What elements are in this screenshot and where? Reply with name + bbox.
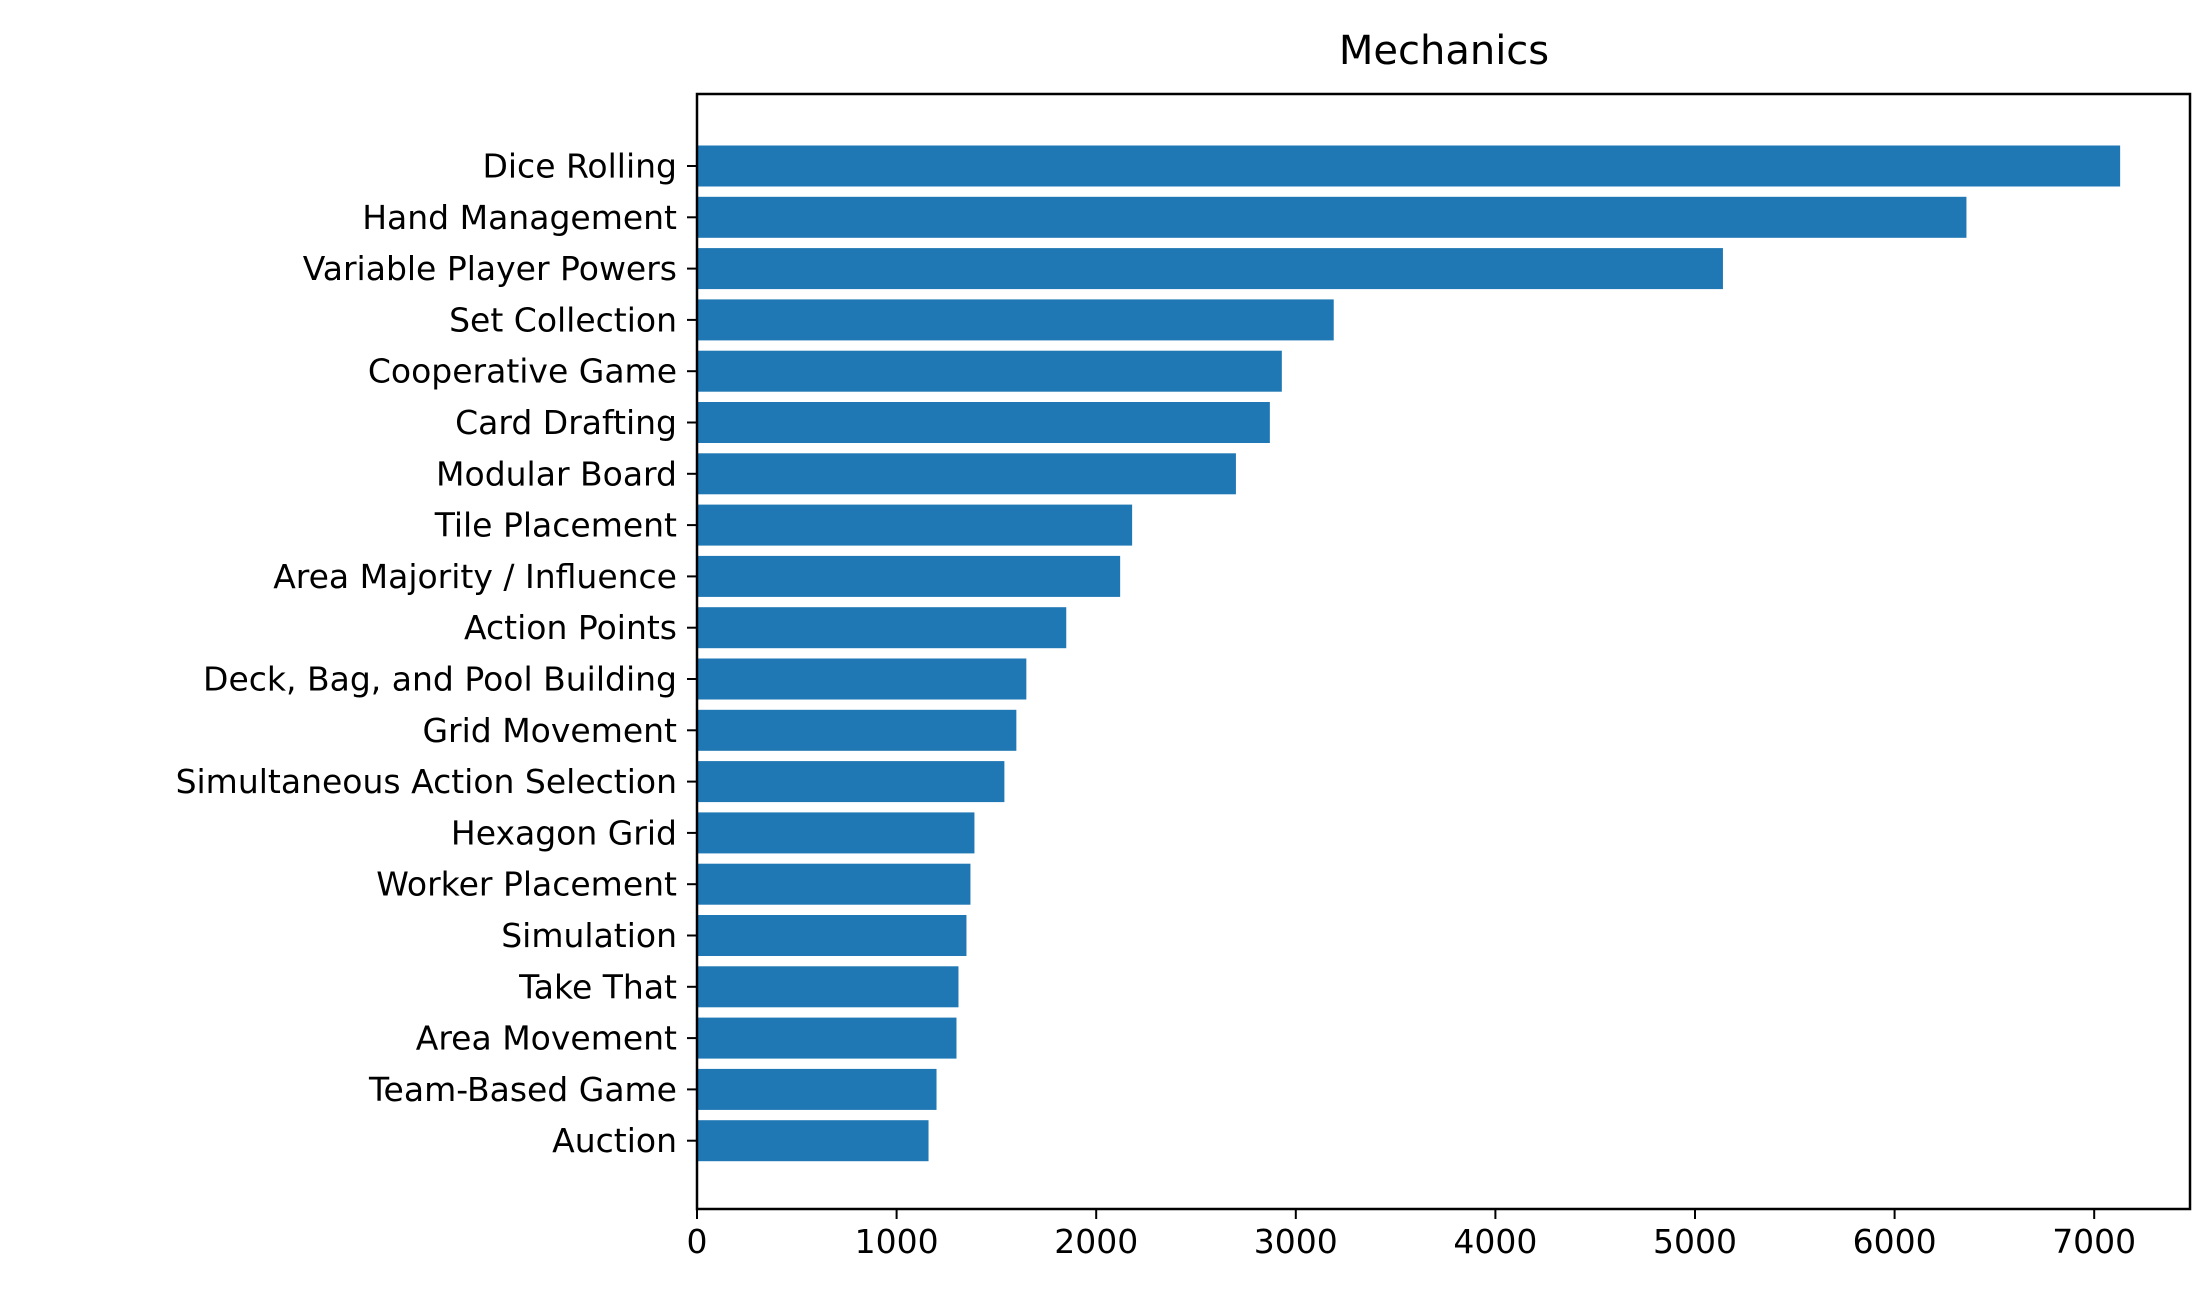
bar-19 <box>697 1120 929 1162</box>
x-tick-label-1: 1000 <box>855 1222 939 1261</box>
y-tick-label-6: Modular Board <box>436 454 677 493</box>
y-tick-label-1: Hand Management <box>362 198 677 237</box>
y-tick-label-5: Card Drafting <box>455 403 677 442</box>
x-tick-label-6: 6000 <box>1853 1222 1937 1261</box>
y-tick-label-3: Set Collection <box>449 300 677 339</box>
bar-0 <box>697 145 2121 187</box>
y-tick-label-12: Simultaneous Action Selection <box>176 762 677 801</box>
plot-frame <box>695 92 2192 1211</box>
y-tick-label-7: Tile Placement <box>434 506 677 545</box>
bar-4 <box>697 350 1282 392</box>
bar-2 <box>697 248 1723 290</box>
x-tick-label-4: 4000 <box>1453 1222 1537 1261</box>
bar-10 <box>697 658 1027 700</box>
y-tick-label-14: Worker Placement <box>376 865 677 904</box>
bar-7 <box>697 504 1133 546</box>
bar-3 <box>697 299 1334 341</box>
y-tick-label-9: Action Points <box>464 608 677 647</box>
y-tick-label-19: Auction <box>552 1121 677 1160</box>
bar-18 <box>697 1068 937 1110</box>
bar-5 <box>697 402 1270 443</box>
y-tick-label-2: Variable Player Powers <box>303 249 677 288</box>
bar-8 <box>697 555 1121 597</box>
y-tick-label-8: Area Majority / Influence <box>273 557 677 596</box>
x-tick-label-7: 7000 <box>2052 1222 2136 1261</box>
y-tick-label-0: Dice Rolling <box>482 147 677 186</box>
bar-15 <box>697 915 967 956</box>
y-tick-label-13: Hexagon Grid <box>451 813 677 852</box>
bar-12 <box>697 761 1005 803</box>
y-tick-label-16: Take That <box>518 967 677 1006</box>
y-tick-label-11: Grid Movement <box>422 711 677 750</box>
bar-14 <box>697 863 971 905</box>
x-tick-label-2: 2000 <box>1054 1222 1138 1261</box>
y-tick-label-15: Simulation <box>501 916 677 955</box>
chart-title: Mechanics <box>1339 28 1549 74</box>
bar-17 <box>697 1017 957 1059</box>
x-tick-label-0: 0 <box>687 1222 708 1261</box>
y-tick-label-10: Deck, Bag, and Pool Building <box>203 660 677 699</box>
bar-11 <box>697 709 1017 751</box>
x-tick-label-5: 5000 <box>1653 1222 1737 1261</box>
bar-9 <box>697 607 1067 649</box>
y-tick-label-18: Team-Based Game <box>368 1070 677 1109</box>
y-tick-label-4: Cooperative Game <box>368 352 677 391</box>
bar-1 <box>697 196 1967 238</box>
y-axis: Dice Rolling Hand Management Variable Play… <box>176 147 697 1160</box>
bar-16 <box>697 966 959 1008</box>
bars-layer <box>697 145 2121 1162</box>
y-tick-label-17: Area Movement <box>416 1019 677 1058</box>
x-tick-label-3: 3000 <box>1254 1222 1338 1261</box>
bar-13 <box>697 812 975 854</box>
x-axis: 0 1000 2000 3000 4000 5000 6000 7000 <box>687 1209 2136 1261</box>
bar-6 <box>697 453 1236 495</box>
